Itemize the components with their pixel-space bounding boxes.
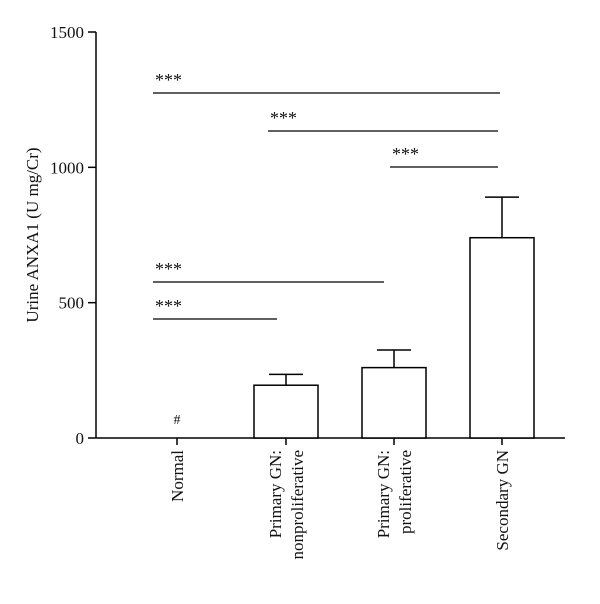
- category-label-line: Primary GN:: [374, 450, 393, 538]
- category-label-line: nonproliferative: [288, 450, 307, 560]
- y-tick-label: 500: [59, 294, 85, 313]
- bar-marks: #: [174, 413, 181, 428]
- category-label-line: Normal: [168, 450, 187, 502]
- significance-label: ***: [155, 259, 182, 279]
- category-label-line: proliferative: [396, 450, 415, 534]
- bar: [469, 236, 535, 439]
- category-label: Secondary GN: [493, 450, 512, 551]
- significance-label: ***: [155, 296, 182, 316]
- bar: [361, 366, 427, 439]
- bar-mark: #: [174, 413, 181, 428]
- y-ticks: 0 500 1000 1500: [50, 23, 96, 448]
- bars: [253, 236, 535, 439]
- y-tick-label: 1000: [50, 158, 84, 177]
- category-labels: Normal Primary GN: nonproliferative Primary…: [168, 450, 512, 560]
- category-label: Primary GN: nonproliferative: [266, 450, 307, 560]
- significance-label: ***: [155, 70, 182, 90]
- significance-label: ***: [270, 108, 297, 128]
- x-ticks: [176, 438, 503, 445]
- y-axis-label: Urine ANXA1 (U mg/Cr): [23, 147, 42, 322]
- bar: [253, 384, 319, 439]
- y-tick-label: 1500: [50, 23, 84, 42]
- category-label: Primary GN: proliferative: [374, 450, 415, 538]
- significance-brackets: *** *** *** *** ***: [153, 70, 500, 320]
- category-label-line: Secondary GN: [493, 450, 512, 551]
- error-bars: [269, 196, 519, 386]
- category-label-line: Primary GN:: [266, 450, 285, 538]
- significance-label: ***: [392, 144, 419, 164]
- y-tick-label: 0: [76, 429, 85, 448]
- category-label: Normal: [168, 450, 187, 502]
